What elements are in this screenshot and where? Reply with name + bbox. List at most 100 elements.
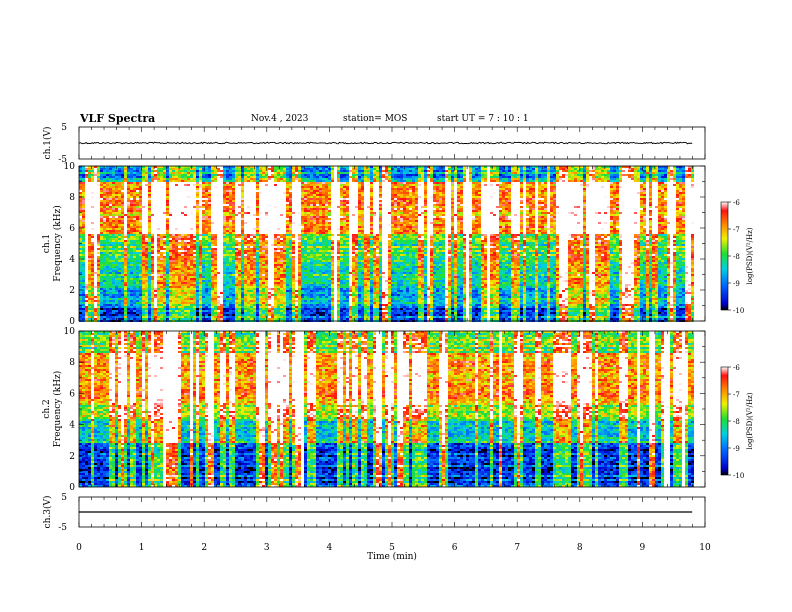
spectrogram-cell: [688, 210, 691, 212]
spectrogram-cell: [421, 194, 424, 196]
spectrogram-cell: [271, 178, 274, 180]
spectrogram-cell: [634, 180, 637, 182]
spectrogram-cell: [310, 188, 313, 190]
spectrogram-cell: [352, 200, 355, 202]
spectrogram-cell: [349, 166, 352, 168]
spectrogram-cell: [637, 172, 640, 174]
spectrogram-cell: [478, 176, 481, 178]
spectrogram-cell: [475, 178, 478, 180]
spectrogram-cell: [214, 180, 217, 182]
spectrogram-cell: [568, 172, 571, 174]
spectrogram-cell: [139, 212, 142, 214]
spectrogram-cell: [538, 176, 541, 178]
spectrogram-cell: [151, 178, 154, 180]
spectrogram-cell: [319, 204, 322, 206]
spectrogram-cell: [640, 192, 643, 194]
spectrogram-cell: [541, 184, 544, 186]
spectrogram-cell: [511, 172, 514, 174]
spectrogram-cell: [223, 178, 226, 180]
spectrogram-cell: [484, 188, 487, 190]
spectrogram-cell: [274, 188, 277, 190]
spectrogram-cell: [286, 206, 289, 208]
spectrogram-cell: [253, 212, 256, 214]
spectrogram-cell: [106, 176, 109, 178]
spectrogram-cell: [262, 178, 265, 180]
spectrogram-cell: [340, 198, 343, 200]
spectrogram-cell: [127, 202, 130, 204]
spectrogram-cell: [433, 206, 436, 208]
spectrogram-cell: [574, 198, 577, 200]
spectrogram-cell: [256, 174, 259, 176]
spectrogram-cell: [301, 168, 304, 170]
spectrogram-cell: [481, 170, 484, 172]
spectrogram-cell: [577, 166, 580, 168]
spectrogram-cell: [310, 170, 313, 172]
spectrogram-cell: [511, 168, 514, 170]
spectrogram-cell: [595, 180, 598, 182]
spectrogram-cell: [226, 202, 229, 204]
spectrogram-cell: [562, 212, 565, 214]
spectrogram-cell: [223, 172, 226, 174]
spectrogram-cell: [424, 208, 427, 210]
spectrogram-cell: [370, 182, 373, 184]
spectrogram-cell: [337, 188, 340, 190]
spectrogram-cell: [586, 174, 589, 176]
spectrogram-cell: [679, 178, 682, 180]
spectrogram-cell: [160, 196, 163, 198]
spectrogram-cell: [610, 194, 613, 196]
spectrogram-cell: [367, 166, 370, 168]
spectrogram-cell: [265, 206, 268, 208]
spectrogram-cell: [493, 190, 496, 192]
spectrogram-cell: [418, 184, 421, 186]
spectrogram-cell: [454, 176, 457, 178]
spectrogram-cell: [205, 172, 208, 174]
spectrogram-cell: [178, 210, 181, 212]
spectrogram-cell: [202, 178, 205, 180]
spectrogram-cell: [382, 188, 385, 190]
spectrogram-cell: [379, 172, 382, 174]
spectrogram-cell: [670, 168, 673, 170]
spectrogram-cell: [547, 186, 550, 188]
spectrogram-cell: [577, 184, 580, 186]
spectrogram-cell: [355, 196, 358, 198]
spectrogram-cell: [292, 210, 295, 212]
spectrogram-cell: [208, 176, 211, 178]
spectrogram-cell: [157, 210, 160, 212]
spectrogram-cell: [445, 172, 448, 174]
spectrogram-cell: [316, 192, 319, 194]
spectrogram-cell: [469, 182, 472, 184]
spectrogram-cell: [385, 190, 388, 192]
spectrogram-cell: [220, 174, 223, 176]
spectrogram-cell: [598, 192, 601, 194]
spectrogram-cell: [529, 170, 532, 172]
spectrogram-cell: [283, 196, 286, 198]
spectrogram-cell: [526, 192, 529, 194]
spectrogram-cell: [514, 206, 517, 208]
spectrogram-cell: [358, 168, 361, 170]
spectrogram-cell: [172, 212, 175, 214]
spectrogram-cell: [598, 188, 601, 190]
spectrogram-cell: [544, 180, 547, 182]
spectrogram-cell: [379, 204, 382, 206]
spectrogram-cell: [289, 212, 292, 214]
spectrogram-cell: [361, 182, 364, 184]
spectrogram-cell: [520, 192, 523, 194]
spectrogram-cell: [538, 178, 541, 180]
spectrogram-cell: [676, 198, 679, 200]
spectrogram-cell: [271, 172, 274, 174]
spectrogram-cell: [439, 172, 442, 174]
spectrogram-cell: [676, 172, 679, 174]
spectrogram-cell: [85, 200, 88, 202]
spectrogram-cell: [301, 188, 304, 190]
spectrogram-cell: [118, 180, 121, 182]
spectrogram-cell: [385, 174, 388, 176]
spectrogram-cell: [589, 208, 592, 210]
spectrogram-cell: [655, 166, 658, 168]
spectrogram-cell: [487, 184, 490, 186]
spectrogram-cell: [532, 208, 535, 210]
spectrogram-cell: [649, 208, 652, 210]
spectrogram-cell: [472, 196, 475, 198]
spectrogram-cell: [223, 204, 226, 206]
spectrogram-cell: [628, 196, 631, 198]
spectrogram-cell: [505, 190, 508, 192]
